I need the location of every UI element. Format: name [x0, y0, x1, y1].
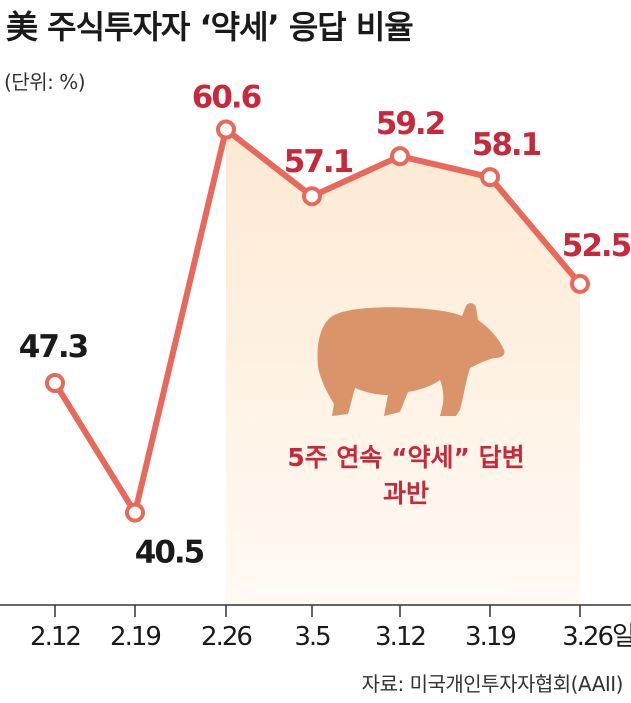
value-label-2.12: 47.3: [19, 329, 88, 365]
x-tick-label-3.5: 3.5: [294, 622, 330, 652]
bear-icon: [317, 303, 505, 416]
data-points: [45, 119, 590, 523]
x-tick-labels: 2.12 2.19 2.26 3.5 3.12 3.19 3.26일: [30, 622, 631, 652]
x-tick-label-3.12: 3.12: [375, 622, 425, 652]
x-tick-label-2.12: 2.12: [30, 622, 80, 652]
annotation-line1: 5주 연속 “약세” 답변: [287, 443, 524, 472]
chart-title: 美 주식투자자 ‘약세’ 응답 비율: [6, 8, 414, 46]
data-point-2.19: [125, 502, 145, 523]
value-label-2.26: 60.6: [192, 80, 261, 116]
x-tick-label-3.26: 3.26일: [562, 622, 631, 652]
x-tick-label-2.19: 2.19: [110, 622, 160, 652]
value-label-3.19: 58.1: [472, 127, 541, 163]
unit-label: (단위: %): [4, 70, 86, 94]
data-point-3.19: [480, 167, 500, 188]
data-point-2.26: [216, 119, 236, 140]
data-point-3.12: [390, 146, 410, 167]
data-point-2.12: [45, 372, 65, 393]
value-label-3.26: 52.5: [562, 228, 631, 264]
value-labels: 47.3 40.5 60.6 57.1 59.2 58.1 52.5: [19, 80, 631, 571]
data-point-3.26: [570, 273, 590, 294]
annotation-line2: 과반: [383, 479, 429, 508]
value-label-2.19: 40.5: [135, 535, 204, 571]
value-label-3.12: 59.2: [376, 106, 445, 142]
data-point-3.5: [302, 186, 322, 207]
x-tick-label-2.26: 2.26: [201, 622, 251, 652]
x-ticks: [54, 605, 581, 617]
value-label-3.5: 57.1: [284, 144, 353, 180]
x-tick-label-3.19: 3.19: [465, 622, 515, 652]
source-note: 자료: 미국개인투자자협회(AAII): [361, 672, 624, 696]
